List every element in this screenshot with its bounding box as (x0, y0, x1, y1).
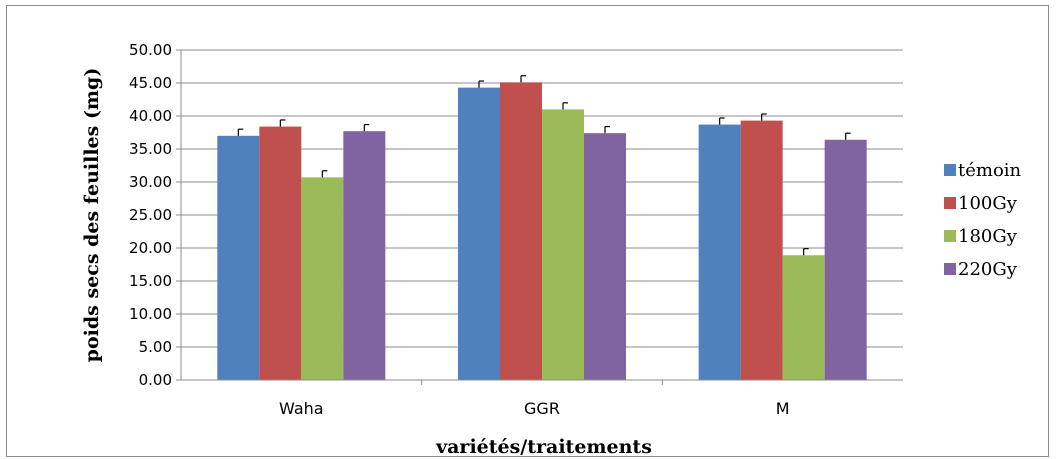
bar (584, 133, 626, 380)
y-tick-label: 20.00 (129, 239, 172, 257)
x-category-label: M (776, 399, 790, 418)
y-tick-label: 40.00 (129, 107, 172, 125)
bar (301, 177, 344, 380)
bar (259, 126, 302, 380)
bar (542, 109, 584, 381)
bar (824, 139, 867, 380)
legend-label: 220Gy (958, 259, 1018, 280)
legend-swatch (944, 164, 956, 176)
y-tick-label: 15.00 (129, 272, 172, 290)
legend-label: 180Gy (958, 226, 1018, 247)
axes: 0.00 5.00 10.00 15.00 20.00 25.00 30.00 35.00 40… (129, 41, 903, 418)
bar (500, 82, 542, 380)
legend-label: 100Gy (958, 193, 1018, 214)
y-tick-label: 5.00 (139, 338, 172, 356)
x-category-label: Waha (279, 399, 324, 418)
y-tick-label: 45.00 (129, 74, 172, 92)
bar (217, 135, 260, 380)
y-tick-label: 0.00 (139, 371, 172, 389)
x-category-label: GGR (524, 399, 560, 418)
legend-swatch (944, 263, 956, 275)
y-tick-label: 50.00 (129, 41, 172, 59)
bar (740, 120, 783, 381)
bar (782, 255, 825, 380)
bar (698, 124, 741, 380)
y-tick-label: 25.00 (129, 206, 172, 224)
bar (458, 87, 500, 381)
x-axis-title: variétés/traitements (435, 436, 652, 458)
bar (343, 131, 386, 380)
y-tick-label: 30.00 (129, 173, 172, 191)
bars (217, 75, 867, 381)
y-axis-title: poids secs des feuilles (mg) (81, 68, 103, 363)
legend-label: témoin (958, 160, 1022, 181)
legend: témoin 100Gy 180Gy 220Gy (944, 160, 1022, 280)
legend-swatch (944, 197, 956, 209)
y-tick-label: 10.00 (129, 305, 172, 323)
legend-swatch (944, 230, 956, 242)
y-tick-label: 35.00 (129, 140, 172, 158)
